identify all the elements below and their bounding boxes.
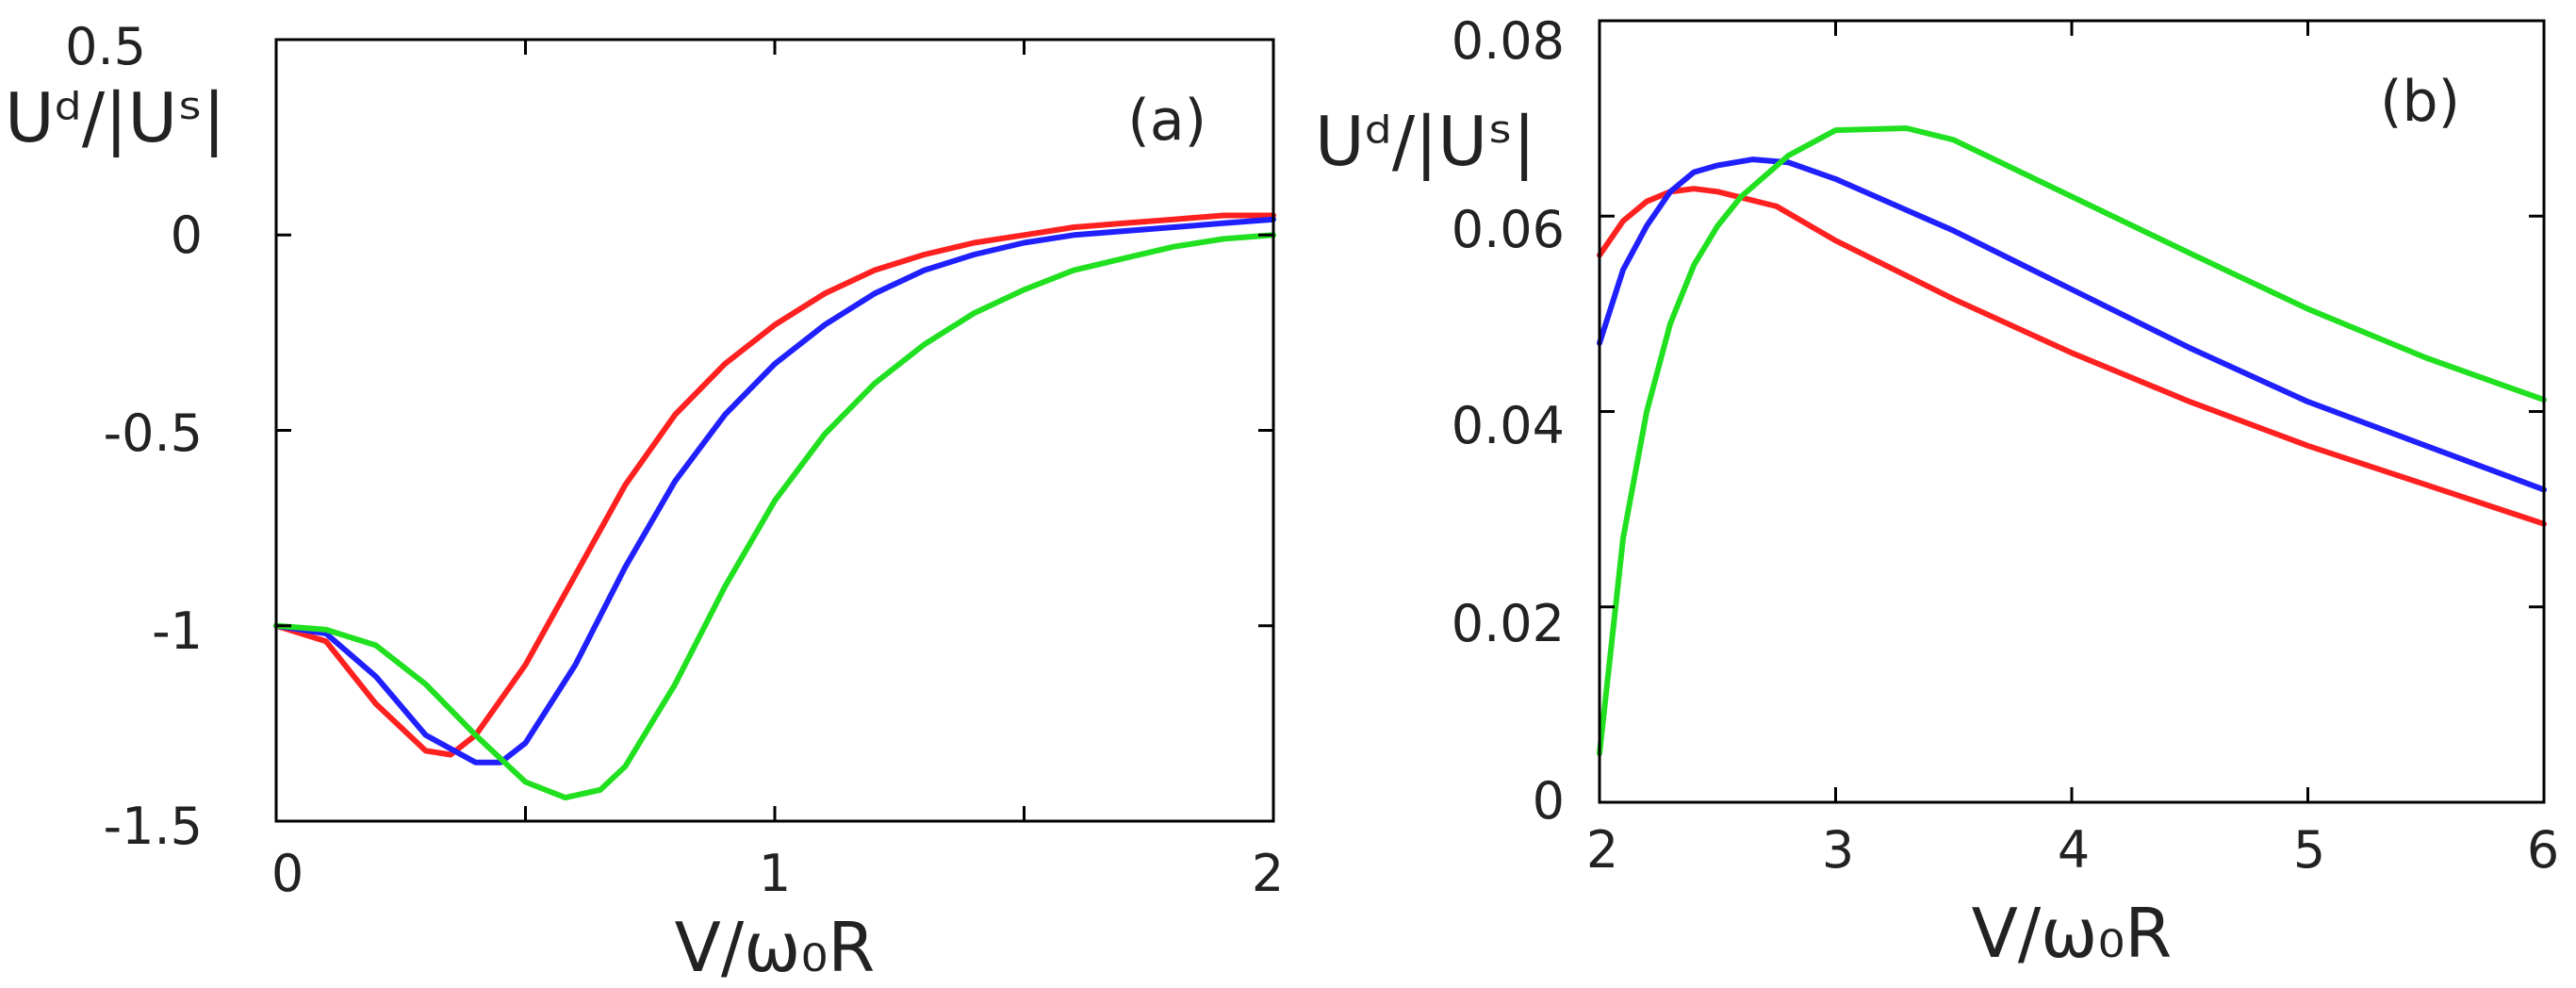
panel-a-ytick-label: 0.5 [65, 17, 146, 76]
panel-b-frame [1598, 19, 2546, 804]
panel-a-xtick-label: 0 [271, 844, 304, 903]
panel-b-ylabel: Uᵈ/|Uˢ| [1315, 102, 1535, 182]
panel-a-ytick-label: -1.5 [104, 797, 203, 856]
panel-b-series-blue [1597, 156, 2547, 493]
panel-b-series-green [1597, 125, 2547, 757]
panel-b-xtick-label: 4 [2058, 820, 2090, 880]
panel-b-ytick-label: 0.08 [1452, 11, 1565, 71]
panel-b-xtick-label: 5 [2293, 820, 2325, 880]
panel-a-series-red [273, 212, 1276, 758]
panel-b-xtick-label: 6 [2527, 820, 2559, 880]
panel-b-label: (b) [2380, 69, 2460, 135]
panel-b-ytick-label: 0 [1533, 771, 1565, 831]
panel-b-xtick-label: 2 [1586, 820, 1618, 880]
panel-b-xlabel: V/ω₀R [1972, 894, 2173, 973]
panel-b-ytick-label: 0.06 [1452, 200, 1565, 259]
panel-a-series-green [273, 232, 1276, 801]
panel-a-ytick-label: -1 [152, 601, 203, 661]
panel-b-series-red [1597, 186, 2547, 527]
panel-b-xtick-label: 3 [1822, 820, 1854, 880]
panel-a-ytick-label: -0.5 [104, 403, 203, 463]
panel-a-xlabel: V/ω₀R [675, 908, 876, 987]
panel-b-plot [1597, 19, 2547, 804]
panel-a-frame [274, 38, 1275, 823]
panel-a-ytick-label: 0 [171, 206, 203, 265]
panel-a: 0.5 0 -0.5 -1 -1.5 Uᵈ/|Uˢ| 0 1 2 V/ω₀R (… [5, 17, 1284, 987]
panel-b-ytick-label: 0.04 [1452, 396, 1565, 455]
panel-b: 0.08 0.06 0.04 0.02 0 Uᵈ/|Uˢ| 2 3 4 5 6 … [1315, 11, 2559, 973]
panel-a-xtick-label: 1 [759, 844, 791, 903]
panel-b-ytick-label: 0.02 [1452, 594, 1565, 653]
panel-a-ylabel: Uᵈ/|Uˢ| [5, 78, 225, 158]
panel-a-plot [273, 38, 1276, 823]
panel-a-label: (a) [1127, 88, 1206, 154]
panel-a-xtick-label: 2 [1252, 844, 1284, 903]
panel-a-series-blue [273, 216, 1276, 766]
